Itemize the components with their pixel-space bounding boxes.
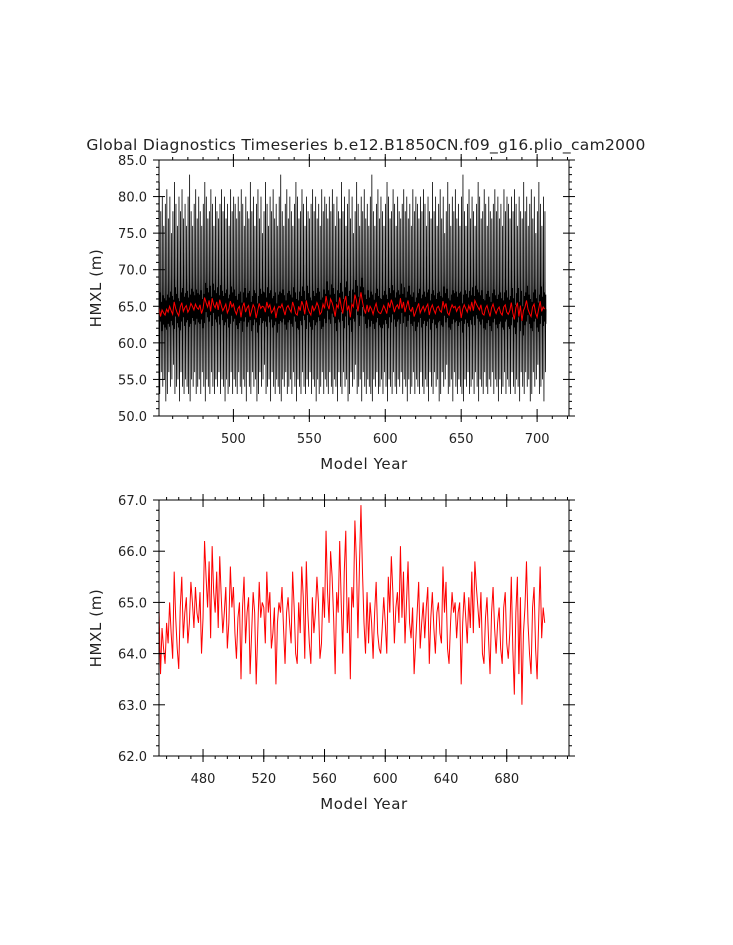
monthly-series-lines [158,174,547,402]
annual-mean-series-bottom [158,505,546,705]
monthly-timeseries-panel: 500 550 600 650 700 50.0 55.0 60.0 65.0 70.0 75.0 8… [87,154,575,473]
top-plot-frame [158,159,570,417]
bottom-x-tick-label: 600 [373,772,398,787]
bottom-y-tick-label: 66.0 [118,545,147,560]
bottom-x-tick-label: 520 [251,772,276,787]
bottom-x-tick-label: 560 [312,772,337,787]
bottom-y-tick-label: 64.0 [118,648,147,663]
bottom-axis-ticks: 480 520 560 600 640 680 62.0 63.0 64.0 65.0 66.0 67… [118,494,575,787]
bottom-y-tick-label: 62.0 [118,750,147,765]
annual-mean-series-top [158,292,546,321]
bottom-plot-frame [158,499,570,757]
top-y-tick-label: 65.0 [118,300,147,315]
top-y-tick-label: 50.0 [118,410,147,425]
top-y-tick-label: 60.0 [118,337,147,352]
bottom-x-axis-label: Model Year [320,795,408,813]
annual-mean-line-bottom [158,505,546,705]
bottom-y-axis-label: HMXL (m) [87,589,105,668]
bottom-y-tick-label: 65.0 [118,596,147,611]
top-y-tick-label: 85.0 [118,154,147,169]
top-x-axis-label: Model Year [320,455,408,473]
annual-timeseries-panel: 480 520 560 600 640 680 62.0 63.0 64.0 65.0 66.0 67… [87,494,575,813]
bottom-x-tick-label: 640 [434,772,459,787]
top-x-tick-label: 600 [373,432,398,447]
monthly-series-line [158,174,547,402]
top-axis-ticks: 500 550 600 650 700 50.0 55.0 60.0 65.0 70.0 75.0 8… [118,154,575,447]
bottom-y-tick-label: 63.0 [118,699,147,714]
top-y-tick-label: 55.0 [118,373,147,388]
chart-title: Global Diagnostics Timeseries b.e12.B185… [86,136,645,155]
top-x-tick-label: 500 [221,432,246,447]
bottom-x-tick-label: 480 [191,772,216,787]
top-y-tick-label: 80.0 [118,191,147,206]
top-y-axis-label: HMXL (m) [87,249,105,328]
bottom-y-tick-label: 67.0 [118,494,147,509]
bottom-x-tick-label: 680 [494,772,519,787]
top-x-tick-label: 550 [297,432,322,447]
top-x-tick-label: 650 [449,432,474,447]
top-y-tick-label: 70.0 [118,264,147,279]
top-x-tick-label: 700 [525,432,550,447]
top-y-tick-label: 75.0 [118,227,147,242]
annual-mean-line-top [158,292,546,321]
